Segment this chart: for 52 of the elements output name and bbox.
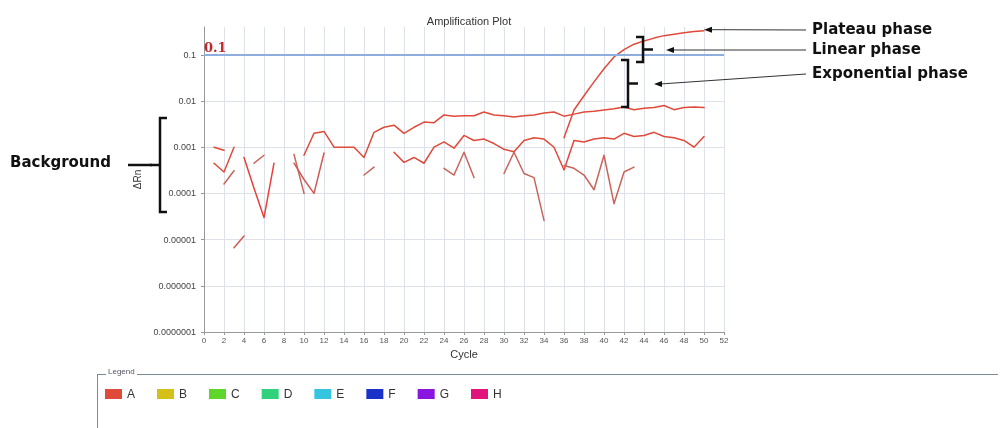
x-tick-label: 42 (619, 335, 629, 345)
legend-label: B (179, 387, 188, 401)
y-tick-label: 0.1 (183, 49, 196, 60)
annotation: Plateau phase (812, 20, 933, 38)
line-series (243, 156, 275, 219)
x-tick-label: 0 (201, 335, 207, 345)
x-tick-label: 36 (559, 335, 569, 345)
ref-line-label: 0.1 (204, 39, 227, 55)
y-tick-label: 0.0000001 (153, 327, 196, 337)
y-tick-label: 0.01 (178, 96, 196, 107)
y-tick-label: 0.001 (173, 142, 196, 153)
x-tick-label: 8 (281, 335, 287, 345)
x-tick-label: 24 (439, 335, 449, 345)
x-tick-label: 30 (499, 335, 509, 345)
legend-label: A (127, 387, 136, 401)
x-tick-label: 22 (419, 335, 429, 345)
x-tick-label: 16 (359, 335, 369, 345)
y-tick-label: 0.000001 (158, 280, 196, 291)
y-tick-label: 0.00001 (163, 234, 196, 245)
x-tick-label: 6 (261, 335, 267, 345)
x-tick-label: 52 (719, 335, 729, 345)
x-tick-label: 44 (639, 335, 649, 345)
legend-label: F (388, 387, 396, 401)
text: Background (10, 153, 111, 171)
x-tick-label: 48 (679, 335, 689, 345)
legend-label: E (336, 387, 345, 401)
x-tick-label: 4 (241, 335, 247, 345)
x-tick-label: 10 (299, 335, 309, 345)
x-tick-label: 14 (339, 335, 349, 345)
x-tick-label: 28 (479, 335, 489, 345)
x-tick-label: 34 (539, 335, 549, 345)
legend-title: Legend (106, 367, 137, 376)
x-tick-label: 40 (599, 335, 609, 345)
legend-label: C (231, 387, 241, 401)
chart-title: Amplification Plot (426, 14, 512, 27)
legend-label: D (283, 387, 293, 401)
x-tick-label: 46 (659, 335, 669, 345)
y-axis-title: ΔRn (132, 169, 144, 190)
y-tick-label: 0.0001 (168, 188, 196, 199)
legend-label: G (439, 387, 450, 401)
legend-label: H (493, 387, 502, 401)
x-tick-label: 32 (519, 335, 529, 345)
text: Exponential phase (812, 64, 968, 82)
x-tick-label: 18 (379, 335, 389, 345)
x-tick-label: 12 (319, 335, 329, 345)
x-tick-label: 20 (399, 335, 409, 345)
x-axis-title: Cycle (450, 348, 478, 361)
text: Linear phase (812, 40, 921, 58)
x-tick-label: 50 (699, 335, 709, 345)
x-tick-label: 26 (459, 335, 469, 345)
x-tick-label: 38 (579, 335, 589, 345)
x-tick-label: 2 (221, 335, 227, 345)
